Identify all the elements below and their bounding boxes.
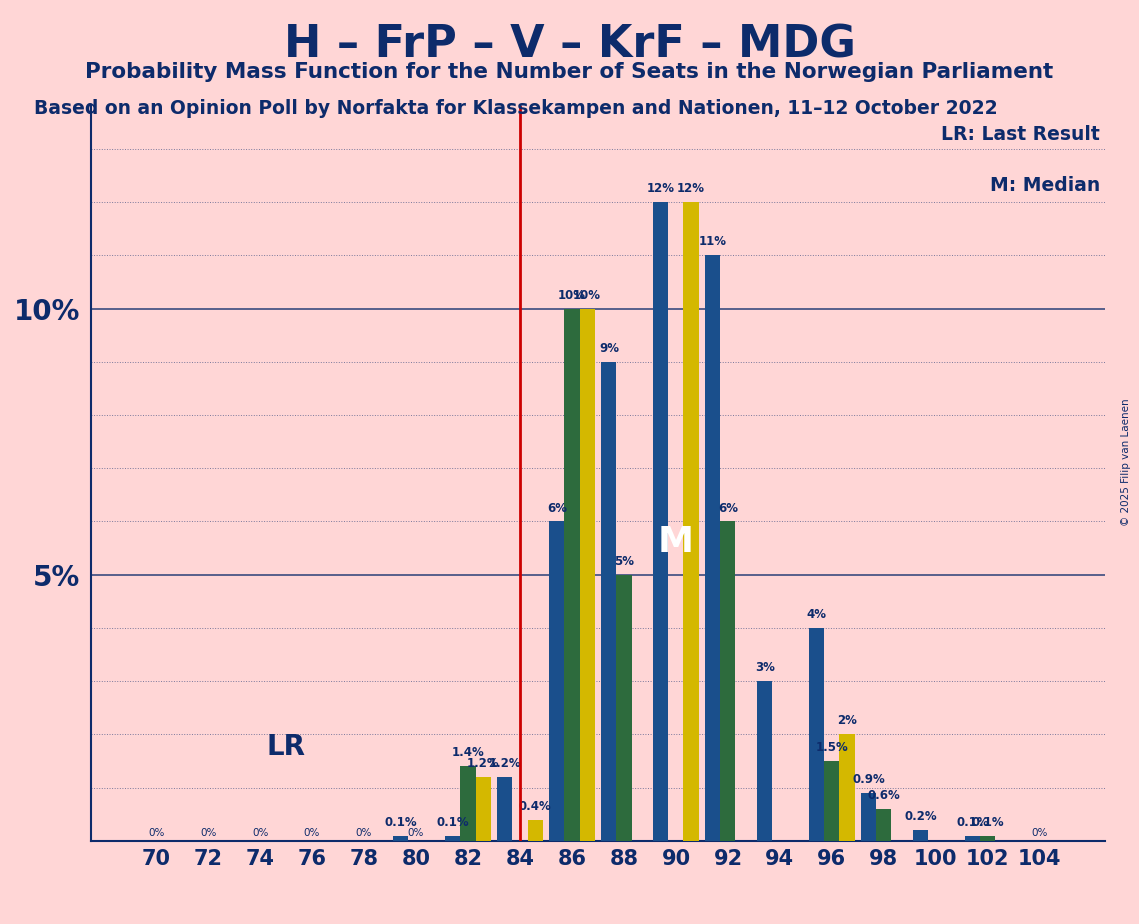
Text: 1.4%: 1.4%	[452, 747, 484, 760]
Text: 3%: 3%	[755, 662, 775, 675]
Bar	[476, 777, 491, 841]
Text: 2%: 2%	[837, 714, 857, 727]
Text: 12%: 12%	[647, 182, 675, 195]
Bar	[861, 793, 876, 841]
Text: 0%: 0%	[355, 828, 372, 838]
Bar	[445, 835, 460, 841]
Bar	[580, 309, 595, 841]
Text: 0.9%: 0.9%	[852, 773, 885, 786]
Text: 0%: 0%	[148, 828, 164, 838]
Bar	[757, 681, 772, 841]
Bar	[825, 761, 839, 841]
Text: © 2025 Filip van Laenen: © 2025 Filip van Laenen	[1121, 398, 1131, 526]
Text: 0%: 0%	[408, 828, 424, 838]
Bar	[965, 835, 981, 841]
Text: 0.1%: 0.1%	[972, 816, 1005, 829]
Text: 4%: 4%	[806, 608, 827, 621]
Text: 0.1%: 0.1%	[957, 816, 989, 829]
Text: 0%: 0%	[200, 828, 216, 838]
Text: 0%: 0%	[252, 828, 269, 838]
Bar	[683, 202, 698, 841]
Text: 6%: 6%	[718, 502, 738, 515]
Text: Probability Mass Function for the Number of Seats in the Norwegian Parliament: Probability Mass Function for the Number…	[85, 62, 1054, 82]
Text: 11%: 11%	[699, 236, 727, 249]
Text: 1.5%: 1.5%	[816, 741, 849, 754]
Bar	[601, 362, 616, 841]
Text: 1.2%: 1.2%	[489, 757, 522, 770]
Text: 6%: 6%	[547, 502, 567, 515]
Text: 5%: 5%	[614, 554, 634, 567]
Bar	[654, 202, 669, 841]
Bar	[810, 628, 825, 841]
Text: 9%: 9%	[599, 342, 618, 355]
Bar	[549, 521, 565, 841]
Text: 10%: 10%	[573, 288, 601, 301]
Text: 0%: 0%	[1032, 828, 1048, 838]
Text: 0.4%: 0.4%	[518, 799, 551, 812]
Text: 0.2%: 0.2%	[904, 810, 937, 823]
Bar	[565, 309, 580, 841]
Text: M: Median: M: Median	[990, 176, 1100, 195]
Bar	[839, 735, 854, 841]
Text: Based on an Opinion Poll by Norfakta for Klassekampen and Nationen, 11–12 Octobe: Based on an Opinion Poll by Norfakta for…	[34, 99, 998, 118]
Bar	[616, 575, 631, 841]
Text: M: M	[658, 525, 694, 559]
Text: LR: Last Result: LR: Last Result	[941, 125, 1100, 143]
Bar	[913, 830, 928, 841]
Bar	[460, 766, 476, 841]
Text: 10%: 10%	[558, 288, 585, 301]
Bar	[527, 820, 542, 841]
Text: 1.2%: 1.2%	[467, 757, 499, 770]
Text: 0%: 0%	[304, 828, 320, 838]
Text: 12%: 12%	[677, 182, 705, 195]
Text: 0.1%: 0.1%	[385, 816, 417, 829]
Bar	[393, 835, 409, 841]
Bar	[876, 808, 892, 841]
Bar	[981, 835, 995, 841]
Text: 0.6%: 0.6%	[868, 789, 900, 802]
Bar	[498, 777, 513, 841]
Text: 0.1%: 0.1%	[436, 816, 469, 829]
Text: H – FrP – V – KrF – MDG: H – FrP – V – KrF – MDG	[284, 23, 855, 67]
Text: LR: LR	[267, 733, 305, 761]
Bar	[705, 255, 720, 841]
Bar	[720, 521, 736, 841]
